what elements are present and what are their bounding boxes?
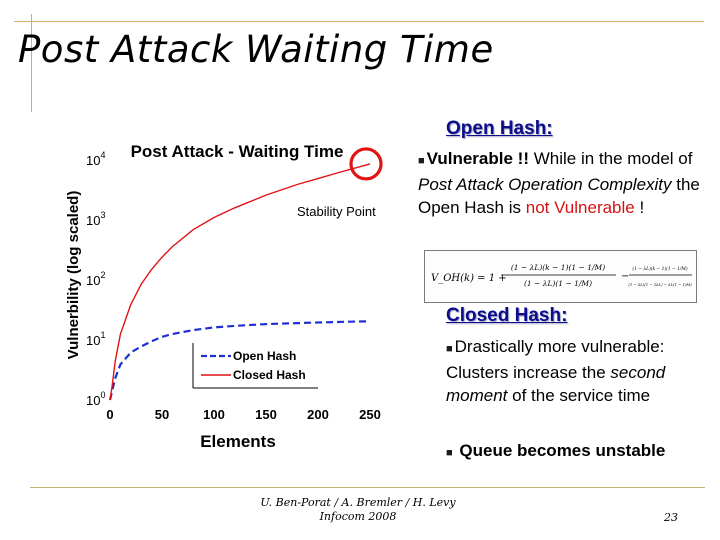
footer-authors-line: U. Ben-Porat / A. Bremler / H. Levy: [260, 496, 456, 509]
bullet-square-icon: ■: [418, 155, 425, 167]
y-tick-label: 104: [86, 150, 105, 168]
formula-den-top: (1 − λL)(1 − 1/M): [524, 279, 592, 288]
open-hash-text-1: While in the model of: [529, 149, 693, 168]
stability-point-label: Stability Point: [297, 204, 376, 219]
footer-authors: U. Ben-Porat / A. Bremler / H. Levy Info…: [258, 496, 458, 524]
chart-legend: Open Hash Closed Hash: [192, 343, 318, 389]
formula-den-bot: (1 − λL)(1 − 2λL) − λL(1 − 1/M): [628, 282, 692, 287]
formula-minus: −: [621, 271, 629, 282]
open-hash-text-3: !: [634, 198, 645, 217]
y-tick-label: 102: [86, 270, 105, 288]
closed-hash-italic: second moment: [446, 363, 666, 405]
closed-hash-text-1: Drastically more vulnerable: Clusters in…: [446, 337, 665, 382]
closed-hash-text-2: of the service time: [507, 386, 651, 405]
waiting-time-chart: 0 50 100 150 200 250 100 101 102 103 104 Post Atta…: [65, 142, 383, 451]
slide-title: Post Attack Waiting Time: [18, 28, 494, 71]
x-tick-label: 200: [307, 407, 329, 422]
formula-num-top: (1 − λL)(k − 1)(1 − 1/M): [511, 263, 605, 272]
y-tick-label: 100: [86, 390, 105, 408]
legend-label: Closed Hash: [233, 368, 306, 382]
bullet-square-icon: ■: [446, 343, 453, 355]
open-hash-heading: Open Hash:: [446, 118, 553, 139]
x-tick-label: 150: [255, 407, 277, 422]
y-tick-label: 103: [86, 210, 105, 228]
chart-labels: Post Attack - Waiting Time Elements Vulner…: [65, 142, 383, 451]
chart-axes: 0 50 100 150 200 250 100 101 102 103 104: [86, 150, 381, 422]
closed-hash-bullet-1: ■ Drastically more vulnerable: Clusters i…: [446, 335, 716, 407]
x-axis-label: Elements: [200, 432, 276, 451]
decorative-bottom-rule: [30, 487, 705, 488]
closed-hash-bullet-2: ■ Queue becomes unstable: [446, 439, 716, 465]
open-hash-vulnerable: Vulnerable !!: [426, 149, 529, 168]
page-number: 23: [664, 511, 678, 524]
bullet-square-icon: ■: [446, 447, 453, 459]
y-tick-label: 101: [86, 330, 105, 348]
formula-graphic: V_OH(k) = 1 + (1 − λL)(k − 1)(1 − 1/M) (…: [431, 263, 692, 288]
x-tick-label: 100: [203, 407, 225, 422]
open-hash-text-2: the Open Hash is: [418, 175, 700, 217]
chart-title: Post Attack - Waiting Time: [131, 142, 344, 161]
queue-unstable-text: Queue becomes unstable: [459, 441, 666, 460]
x-tick-label: 250: [359, 407, 381, 422]
open-hash-paragraph: ■ Vulnerable !! While in the model of Pos…: [418, 147, 718, 219]
series-line-closed-hash: [109, 163, 371, 401]
open-hash-red-text: not Vulnerable: [525, 198, 635, 217]
decorative-top-rule: [14, 21, 704, 22]
x-tick-label: 50: [155, 407, 169, 422]
stability-point-highlight-circle: [349, 147, 383, 181]
closed-hash-heading: Closed Hash:: [446, 305, 568, 326]
formula-lhs: V_OH(k) = 1 +: [431, 273, 507, 284]
decorative-vertical-rule: [31, 14, 32, 112]
vulnerability-formula: V_OH(k) = 1 + (1 − λL)(k − 1)(1 − 1/M) (…: [424, 250, 697, 303]
legend-label: Open Hash: [233, 349, 296, 363]
series-line-open-hash: [108, 320, 371, 401]
x-tick-label: 0: [106, 407, 113, 422]
footer-venue-line: Infocom 2008: [319, 510, 397, 523]
chart-series: [108, 163, 371, 401]
y-axis-label: Vulnerbility (log scaled): [65, 191, 82, 360]
open-hash-italic: Post Attack Operation Complexity: [418, 175, 672, 194]
formula-num-bot: (1 − λL)(k − 1)(1 − 1/M): [632, 267, 687, 272]
